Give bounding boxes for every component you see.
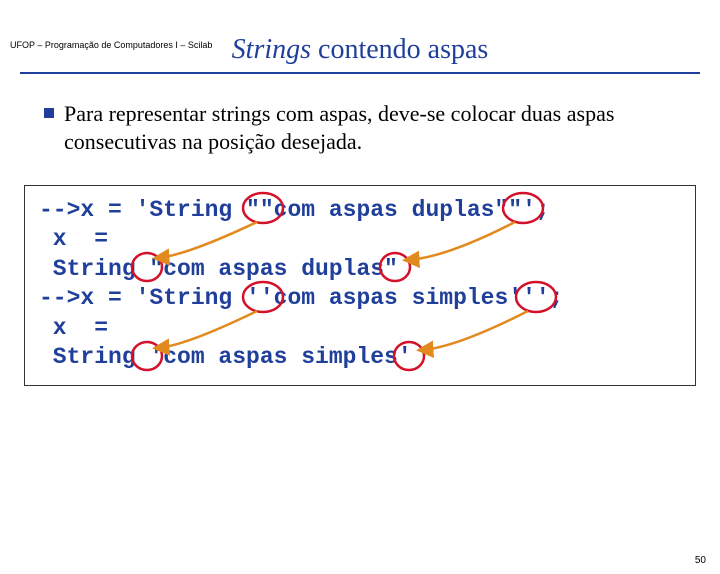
bullet-block: Para representar strings com aspas, deve… bbox=[44, 100, 680, 155]
code-line-4: -->x = 'String ''com aspas simples'''; bbox=[39, 284, 681, 313]
title-rest: contendo aspas bbox=[311, 34, 488, 65]
code-line-6: String 'com aspas simples' bbox=[39, 343, 681, 372]
code-line-5: x = bbox=[39, 314, 681, 343]
code-line-2: x = bbox=[39, 225, 681, 254]
code-line-1: -->x = 'String ""com aspas duplas""'; bbox=[39, 196, 681, 225]
code-box: -->x = 'String ""com aspas duplas""'; x … bbox=[24, 185, 696, 386]
slide-title: Strings contendo aspas bbox=[0, 34, 720, 66]
bullet-square bbox=[44, 108, 54, 118]
page-number: 50 bbox=[695, 555, 706, 566]
title-italic: Strings bbox=[232, 34, 311, 65]
bullet-text: Para representar strings com aspas, deve… bbox=[64, 100, 680, 155]
title-underline bbox=[20, 72, 700, 74]
course-header: UFOP – Programação de Computadores I – S… bbox=[10, 40, 212, 50]
code-line-3: String "com aspas duplas" bbox=[39, 255, 681, 284]
